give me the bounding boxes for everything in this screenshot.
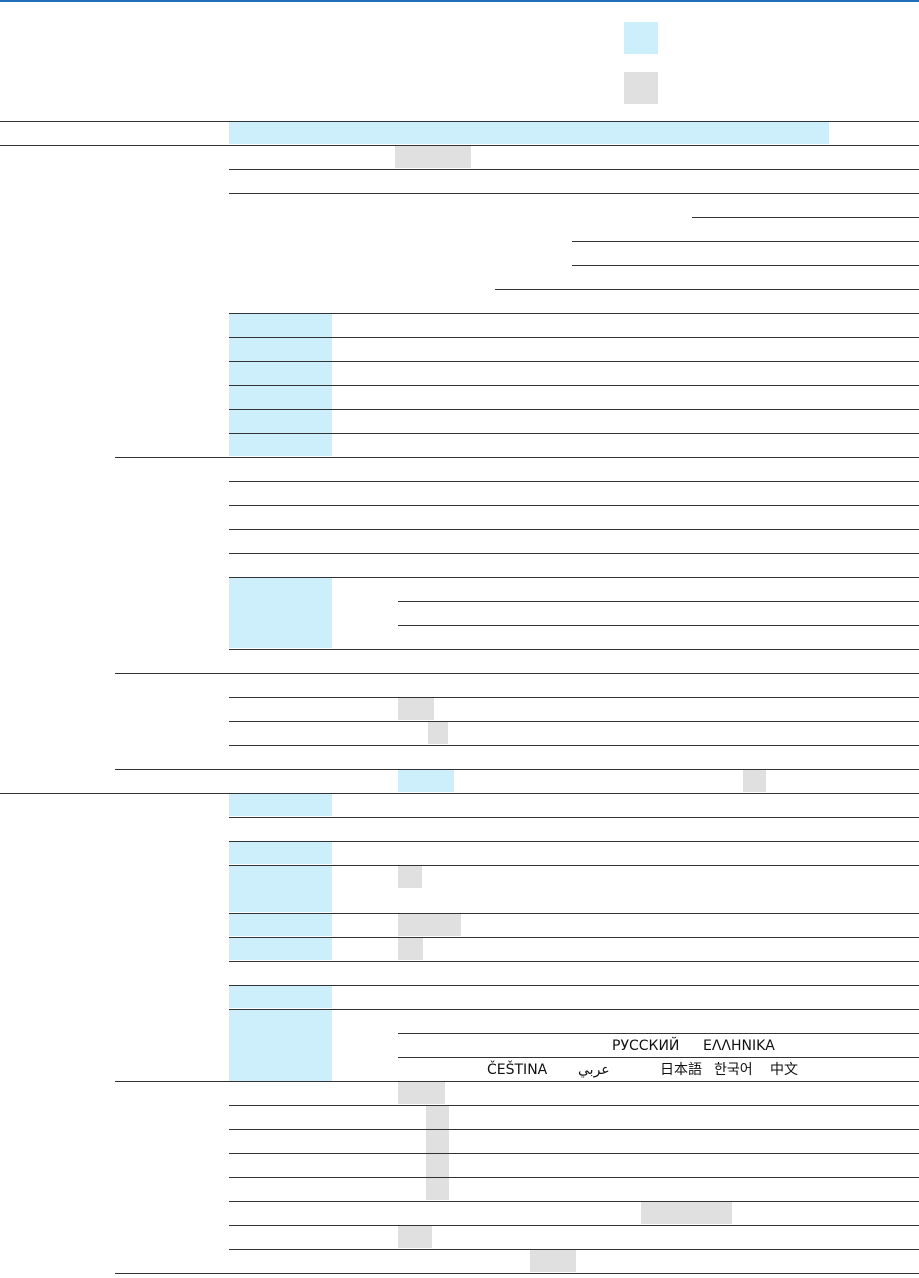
table-cell xyxy=(229,842,332,864)
table-cell xyxy=(229,794,332,816)
table-cell xyxy=(229,986,332,1008)
legend-swatch xyxy=(624,72,658,104)
table-cell xyxy=(641,1202,732,1224)
table-cell xyxy=(398,698,434,720)
table-cell xyxy=(398,770,454,792)
table-cell xyxy=(229,938,332,960)
language-label: 日本語 xyxy=(660,1062,702,1078)
table-cell xyxy=(398,866,422,888)
table-cell xyxy=(398,1226,432,1248)
table-cell xyxy=(398,938,423,960)
table-cell xyxy=(229,1010,332,1082)
table-cell xyxy=(428,722,448,744)
language-label: РУССКИЙ xyxy=(612,1036,679,1054)
language-label: ČEŠTINA xyxy=(487,1060,548,1078)
table-cell xyxy=(229,578,332,648)
table-cell xyxy=(229,914,332,936)
table-cell xyxy=(395,146,471,168)
language-label: 한국어 xyxy=(714,1062,753,1078)
table-cell xyxy=(229,866,332,912)
language-label: ΕΛΛΗΝΙΚΑ xyxy=(703,1038,775,1054)
legend-swatch xyxy=(624,22,658,54)
language-label: عربي xyxy=(578,1062,610,1078)
table-cell xyxy=(398,914,461,936)
language-label: 中文 xyxy=(770,1062,798,1078)
table-cell xyxy=(743,770,766,792)
table-cell xyxy=(530,1250,576,1272)
top-bar xyxy=(0,0,919,2)
table-cell xyxy=(398,1082,445,1104)
table-cell xyxy=(229,122,829,144)
